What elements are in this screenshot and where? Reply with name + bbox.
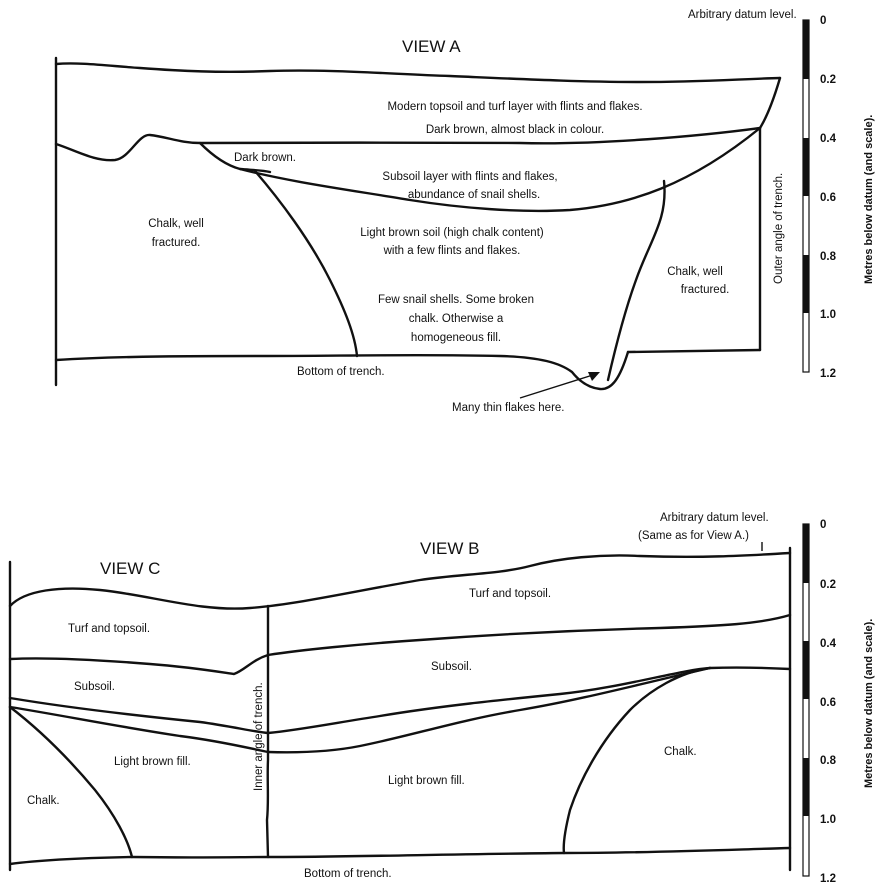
view-a-chalk-right-base: [626, 348, 762, 354]
view-b-scale-tick-3: 0.6: [820, 697, 836, 709]
view-b-scale-tick-5: 1.0: [820, 814, 836, 826]
view-a-right-slope: [758, 76, 782, 130]
view-a-scale-tick-0: 0: [820, 15, 826, 27]
view-a-chalk-right-line2: fractured.: [681, 284, 730, 296]
view-b-datum-line2: (Same as for View A.): [638, 530, 749, 542]
view-a-flakes-arrow: [519, 373, 597, 399]
view-a-trench-bottom: [54, 350, 630, 391]
view-b-turf-base: [8, 613, 792, 676]
view-a-pit-right-cut: [606, 179, 666, 382]
view-a-fill-line2: chalk. Otherwise a: [409, 313, 504, 325]
view-a-ground-surface: [54, 62, 782, 84]
view-a-light-soil-line1: Light brown soil (high chalk content): [360, 227, 544, 239]
view-b-turf-label: Turf and topsoil.: [469, 588, 551, 600]
view-a-scale-tick-4: 0.8: [820, 251, 837, 263]
view-b-bottom-label: Bottom of trench.: [304, 868, 392, 880]
view-a-chalk-left-line1: Chalk, well: [148, 218, 204, 230]
view-b-scale-tick-2: 0.4: [820, 638, 837, 650]
view-b-ground-surface: [8, 551, 792, 610]
view-b-inner-angle: [265, 604, 270, 859]
view-c-chalk-label: Chalk.: [27, 795, 60, 807]
view-a-datum-label: Arbitrary datum level.: [688, 9, 797, 21]
view-c-title: VIEW C: [100, 559, 160, 578]
view-b-inner-angle-label: Inner angle of trench.: [253, 682, 265, 791]
view-b-labels: VIEW C VIEW B Arbitrary datum level. (Sa…: [27, 512, 769, 880]
view-a-fill-line1: Few snail shells. Some broken: [378, 294, 534, 306]
view-a-light-soil-line2: with a few flints and flakes.: [383, 245, 521, 257]
view-a-chalk-left-line2: fractured.: [152, 237, 201, 249]
view-b-datum-line1: Arbitrary datum level.: [660, 512, 769, 524]
view-a-scale-axis-label: Metres below datum (and scale).: [863, 115, 875, 284]
view-a-scale-tick-3: 0.6: [820, 192, 836, 204]
view-a-scale-tick-6: 1.2: [820, 368, 836, 380]
view-c-chalk-cut: [8, 705, 134, 859]
view-b-subsoil-label: Subsoil.: [431, 661, 472, 673]
view-a-subsoil-line2: abundance of snail shells.: [408, 189, 540, 201]
view-c-fill-label: Light brown fill.: [114, 756, 191, 768]
view-b-scale-bar: 0 0.2 0.4 0.6 0.8 1.0 1.2 Metres below d…: [802, 519, 875, 885]
view-a-topsoil-line2: Dark brown, almost black in colour.: [426, 124, 604, 136]
view-a-flakes-arrowhead: [588, 372, 600, 381]
view-a-labels: VIEW A Arbitrary datum level. Modern top…: [148, 9, 796, 414]
view-b-title: VIEW B: [420, 539, 480, 558]
view-b-scale-tick-0: 0: [820, 519, 826, 531]
view-a-topsoil-base: [54, 126, 762, 162]
view-a-dark-brown: Dark brown.: [234, 152, 296, 164]
view-a-section: [54, 56, 782, 399]
view-a-scale-tick-1: 0.2: [820, 74, 836, 86]
view-b-scale-tick-6: 1.2: [820, 873, 836, 885]
view-a-chalk-right-line1: Chalk, well: [667, 266, 723, 278]
view-a-outer-angle: Outer angle of trench.: [773, 173, 785, 284]
view-b-fill-base: [266, 666, 712, 754]
view-a-title: VIEW A: [402, 37, 461, 56]
view-a-scale-bar: 0 0.2 0.4 0.6 0.8 1.0 1.2 Metres below d…: [802, 15, 875, 380]
view-b-trench-bottom: [8, 846, 792, 866]
view-a-flakes-note: Many thin flakes here.: [452, 402, 565, 414]
view-b-fill-label: Light brown fill.: [388, 775, 465, 787]
view-b-scale-axis-label: Metres below datum (and scale).: [863, 619, 875, 788]
view-a-bottom-label: Bottom of trench.: [297, 366, 385, 378]
view-b-chalk-label: Chalk.: [664, 746, 697, 758]
view-a-topsoil-line1: Modern topsoil and turf layer with flint…: [387, 101, 642, 113]
view-a-scale-tick-2: 0.4: [820, 133, 837, 145]
view-c-subsoil-label: Subsoil.: [74, 681, 115, 693]
view-b-scale-tick-4: 0.8: [820, 755, 837, 767]
view-a-fill-line3: homogeneous fill.: [411, 332, 501, 344]
view-a-subsoil-base: [238, 126, 762, 213]
view-a-scale-tick-5: 1.0: [820, 309, 836, 321]
view-b-section: [8, 546, 792, 872]
view-b-scale-tick-1: 0.2: [820, 579, 836, 591]
view-c-fill-base: [8, 705, 270, 754]
view-b-chalk-cut: [562, 666, 712, 855]
view-a-pit-left-cut: [253, 169, 359, 358]
view-c-turf-label: Turf and topsoil.: [68, 623, 150, 635]
view-a-subsoil-line1: Subsoil layer with flints and flakes,: [382, 171, 557, 183]
